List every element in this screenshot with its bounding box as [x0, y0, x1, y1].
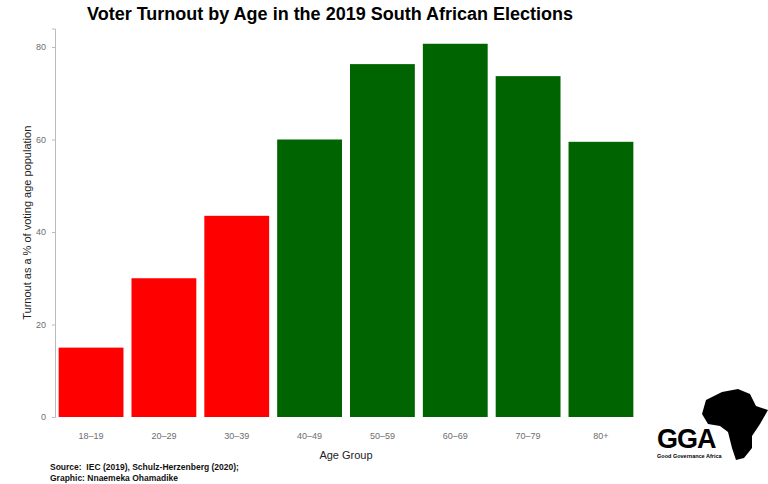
x-axis-title: Age Group — [319, 449, 372, 461]
y-tick: 0 — [41, 412, 55, 422]
logo: GGAGood Governance Africa — [657, 389, 768, 460]
y-axis-title: Turnout as a % of voting age population — [21, 126, 33, 320]
bar — [131, 278, 196, 417]
source-note: Source: IEC (2019), Schulz-Herzenberg (2… — [50, 462, 239, 472]
x-tick: 70–79 — [516, 417, 541, 441]
y-tick: 80 — [36, 42, 55, 52]
bar — [496, 76, 561, 417]
y-tick-label: 80 — [36, 42, 46, 52]
credit-note: Graphic: Nnaemeka Ohamadike — [50, 473, 178, 483]
y-tick: 40 — [36, 227, 55, 237]
x-tick: 80+ — [593, 417, 608, 441]
y-tick-mark — [52, 417, 55, 418]
bar — [204, 216, 269, 417]
y-axis: 0 20 40 60 80 — [36, 29, 56, 422]
y-tick-mark — [52, 232, 55, 233]
x-tick: 40–49 — [297, 417, 322, 441]
x-tick-label: 80+ — [593, 431, 608, 441]
bar — [569, 142, 634, 417]
x-axis: 18–19 20–29 30–39 40–49 50–59 60–69 70–79 80+ — [56, 417, 638, 441]
y-tick: 20 — [36, 320, 55, 330]
y-tick-mark — [52, 47, 55, 48]
x-tick: 60–69 — [443, 417, 468, 441]
x-tick: 50–59 — [370, 417, 395, 441]
bar — [350, 64, 415, 417]
x-tick: 18–19 — [79, 417, 104, 441]
x-axis-line — [56, 417, 638, 418]
bars — [59, 44, 634, 417]
x-tick-label: 70–79 — [516, 431, 541, 441]
x-tick: 20–29 — [151, 417, 176, 441]
x-tick-label: 20–29 — [151, 431, 176, 441]
x-tick: 30–39 — [224, 417, 249, 441]
x-tick-label: 40–49 — [297, 431, 322, 441]
logo-text: GGA — [657, 424, 716, 454]
x-tick-label: 18–19 — [79, 431, 104, 441]
y-tick-label: 60 — [36, 135, 46, 145]
x-tick-label: 30–39 — [224, 431, 249, 441]
title: Voter Turnout by Age in the 2019 South A… — [87, 4, 573, 24]
x-tick-label: 50–59 — [370, 431, 395, 441]
y-tick-mark — [52, 325, 55, 326]
y-tick-mark — [52, 140, 55, 141]
y-axis-line — [52, 29, 56, 418]
y-tick-label: 0 — [41, 412, 46, 422]
bar — [277, 140, 342, 418]
x-tick-label: 60–69 — [443, 431, 468, 441]
y-tick-label: 40 — [36, 227, 46, 237]
bar — [423, 44, 488, 417]
logo-subtext: Good Governance Africa — [657, 453, 723, 459]
bar — [59, 348, 124, 417]
chart-svg: 0 20 40 60 80 18–19 20–29 30–39 40–49 50–59 60–69 7… — [0, 0, 768, 484]
y-tick-label: 20 — [36, 320, 46, 330]
y-tick: 60 — [36, 135, 55, 145]
